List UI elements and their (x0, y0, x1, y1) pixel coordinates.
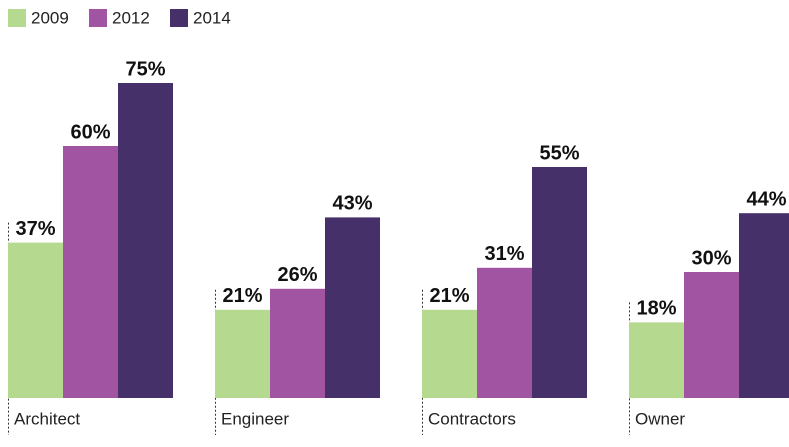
legend-swatch (8, 9, 26, 27)
category-label: Engineer (221, 409, 289, 428)
bar (739, 213, 789, 398)
bar (684, 272, 739, 398)
bar (629, 322, 684, 398)
legend-swatch (89, 9, 107, 27)
category-label: Architect (14, 409, 80, 428)
bar (270, 288, 325, 398)
legend-label: 2012 (112, 8, 150, 27)
bar (477, 267, 532, 398)
value-label: 31% (484, 243, 524, 265)
value-label: 55% (539, 142, 579, 164)
bar (325, 217, 380, 398)
value-label: 43% (332, 193, 372, 215)
value-label: 60% (70, 121, 110, 143)
value-label: 21% (222, 285, 262, 307)
bar (215, 309, 270, 398)
value-label: 18% (636, 298, 676, 320)
legend-swatch (170, 9, 188, 27)
bar (63, 146, 118, 398)
value-label: 75% (125, 58, 165, 80)
value-label: 21% (429, 285, 469, 307)
category-label: Owner (635, 409, 685, 428)
bar (422, 309, 477, 398)
value-label: 30% (691, 247, 731, 269)
value-label: 44% (746, 188, 786, 210)
legend-label: 2014 (193, 8, 231, 27)
value-label: 26% (277, 264, 317, 286)
category-label: Contractors (428, 409, 516, 428)
value-label: 37% (15, 218, 55, 240)
bar (118, 83, 173, 398)
legend-label: 2009 (31, 8, 69, 27)
bar (532, 167, 587, 398)
bar (8, 242, 63, 398)
